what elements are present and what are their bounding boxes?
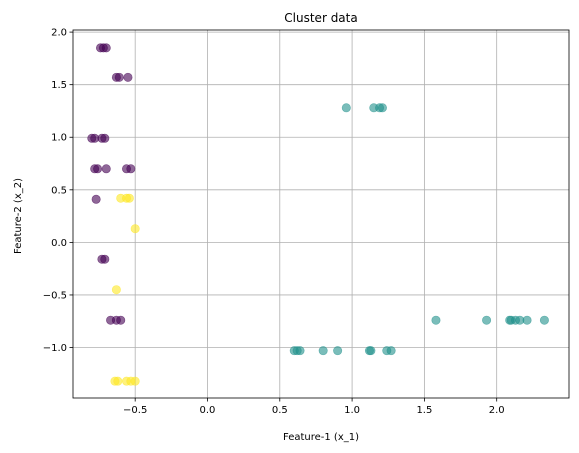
- data-point: [100, 133, 110, 143]
- data-point: [113, 376, 123, 386]
- data-point: [539, 315, 549, 325]
- x-tick-label: 1.5: [416, 405, 432, 416]
- y-tick-label: −0.5: [43, 290, 67, 301]
- data-point: [116, 315, 126, 325]
- x-tick-label: 0.5: [272, 405, 288, 416]
- data-point: [123, 72, 133, 82]
- x-axis-label: Feature-1 (x_1): [283, 432, 359, 443]
- data-point: [377, 103, 387, 113]
- data-point: [366, 346, 376, 356]
- data-point: [318, 346, 328, 356]
- data-point: [91, 194, 101, 204]
- y-tick-label: 0.0: [51, 238, 67, 249]
- data-point: [341, 103, 351, 113]
- y-tick-label: 1.5: [51, 80, 67, 91]
- data-point: [111, 285, 121, 295]
- x-tick-label: 2.0: [489, 405, 505, 416]
- y-tick-label: 0.5: [51, 185, 67, 196]
- data-point: [126, 164, 136, 174]
- x-tick-label: 0.0: [200, 405, 216, 416]
- plot-frame: [72, 29, 570, 399]
- data-point: [130, 224, 140, 234]
- data-points: [87, 43, 549, 386]
- data-point: [114, 72, 124, 82]
- y-tick-label: 1.0: [51, 133, 67, 144]
- y-tick-label: −1.0: [43, 343, 67, 354]
- chart-title: Cluster data: [284, 11, 357, 25]
- x-tick-label: 1.0: [344, 405, 360, 416]
- axis-ticks: −0.5 0.0 0.5 1.0 1.5 2.0 −1.0 −0.5 0.0 0.5 1.0 1.5 2…: [43, 28, 505, 416]
- grid: [73, 30, 569, 398]
- y-tick-label: 2.0: [51, 28, 67, 39]
- data-point: [101, 164, 111, 174]
- data-point: [124, 193, 134, 203]
- data-point: [100, 254, 110, 264]
- data-point: [95, 43, 105, 53]
- data-point: [295, 346, 305, 356]
- data-point: [130, 376, 140, 386]
- x-tick-label: −0.5: [123, 405, 147, 416]
- data-point: [93, 164, 103, 174]
- data-point: [386, 346, 396, 356]
- y-axis-label: Feature-2 (x_2): [13, 178, 24, 254]
- data-point: [431, 315, 441, 325]
- data-point: [333, 346, 343, 356]
- data-point: [482, 315, 492, 325]
- data-point: [522, 315, 532, 325]
